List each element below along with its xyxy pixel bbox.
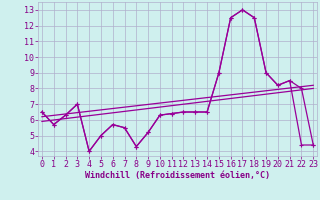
X-axis label: Windchill (Refroidissement éolien,°C): Windchill (Refroidissement éolien,°C) xyxy=(85,171,270,180)
